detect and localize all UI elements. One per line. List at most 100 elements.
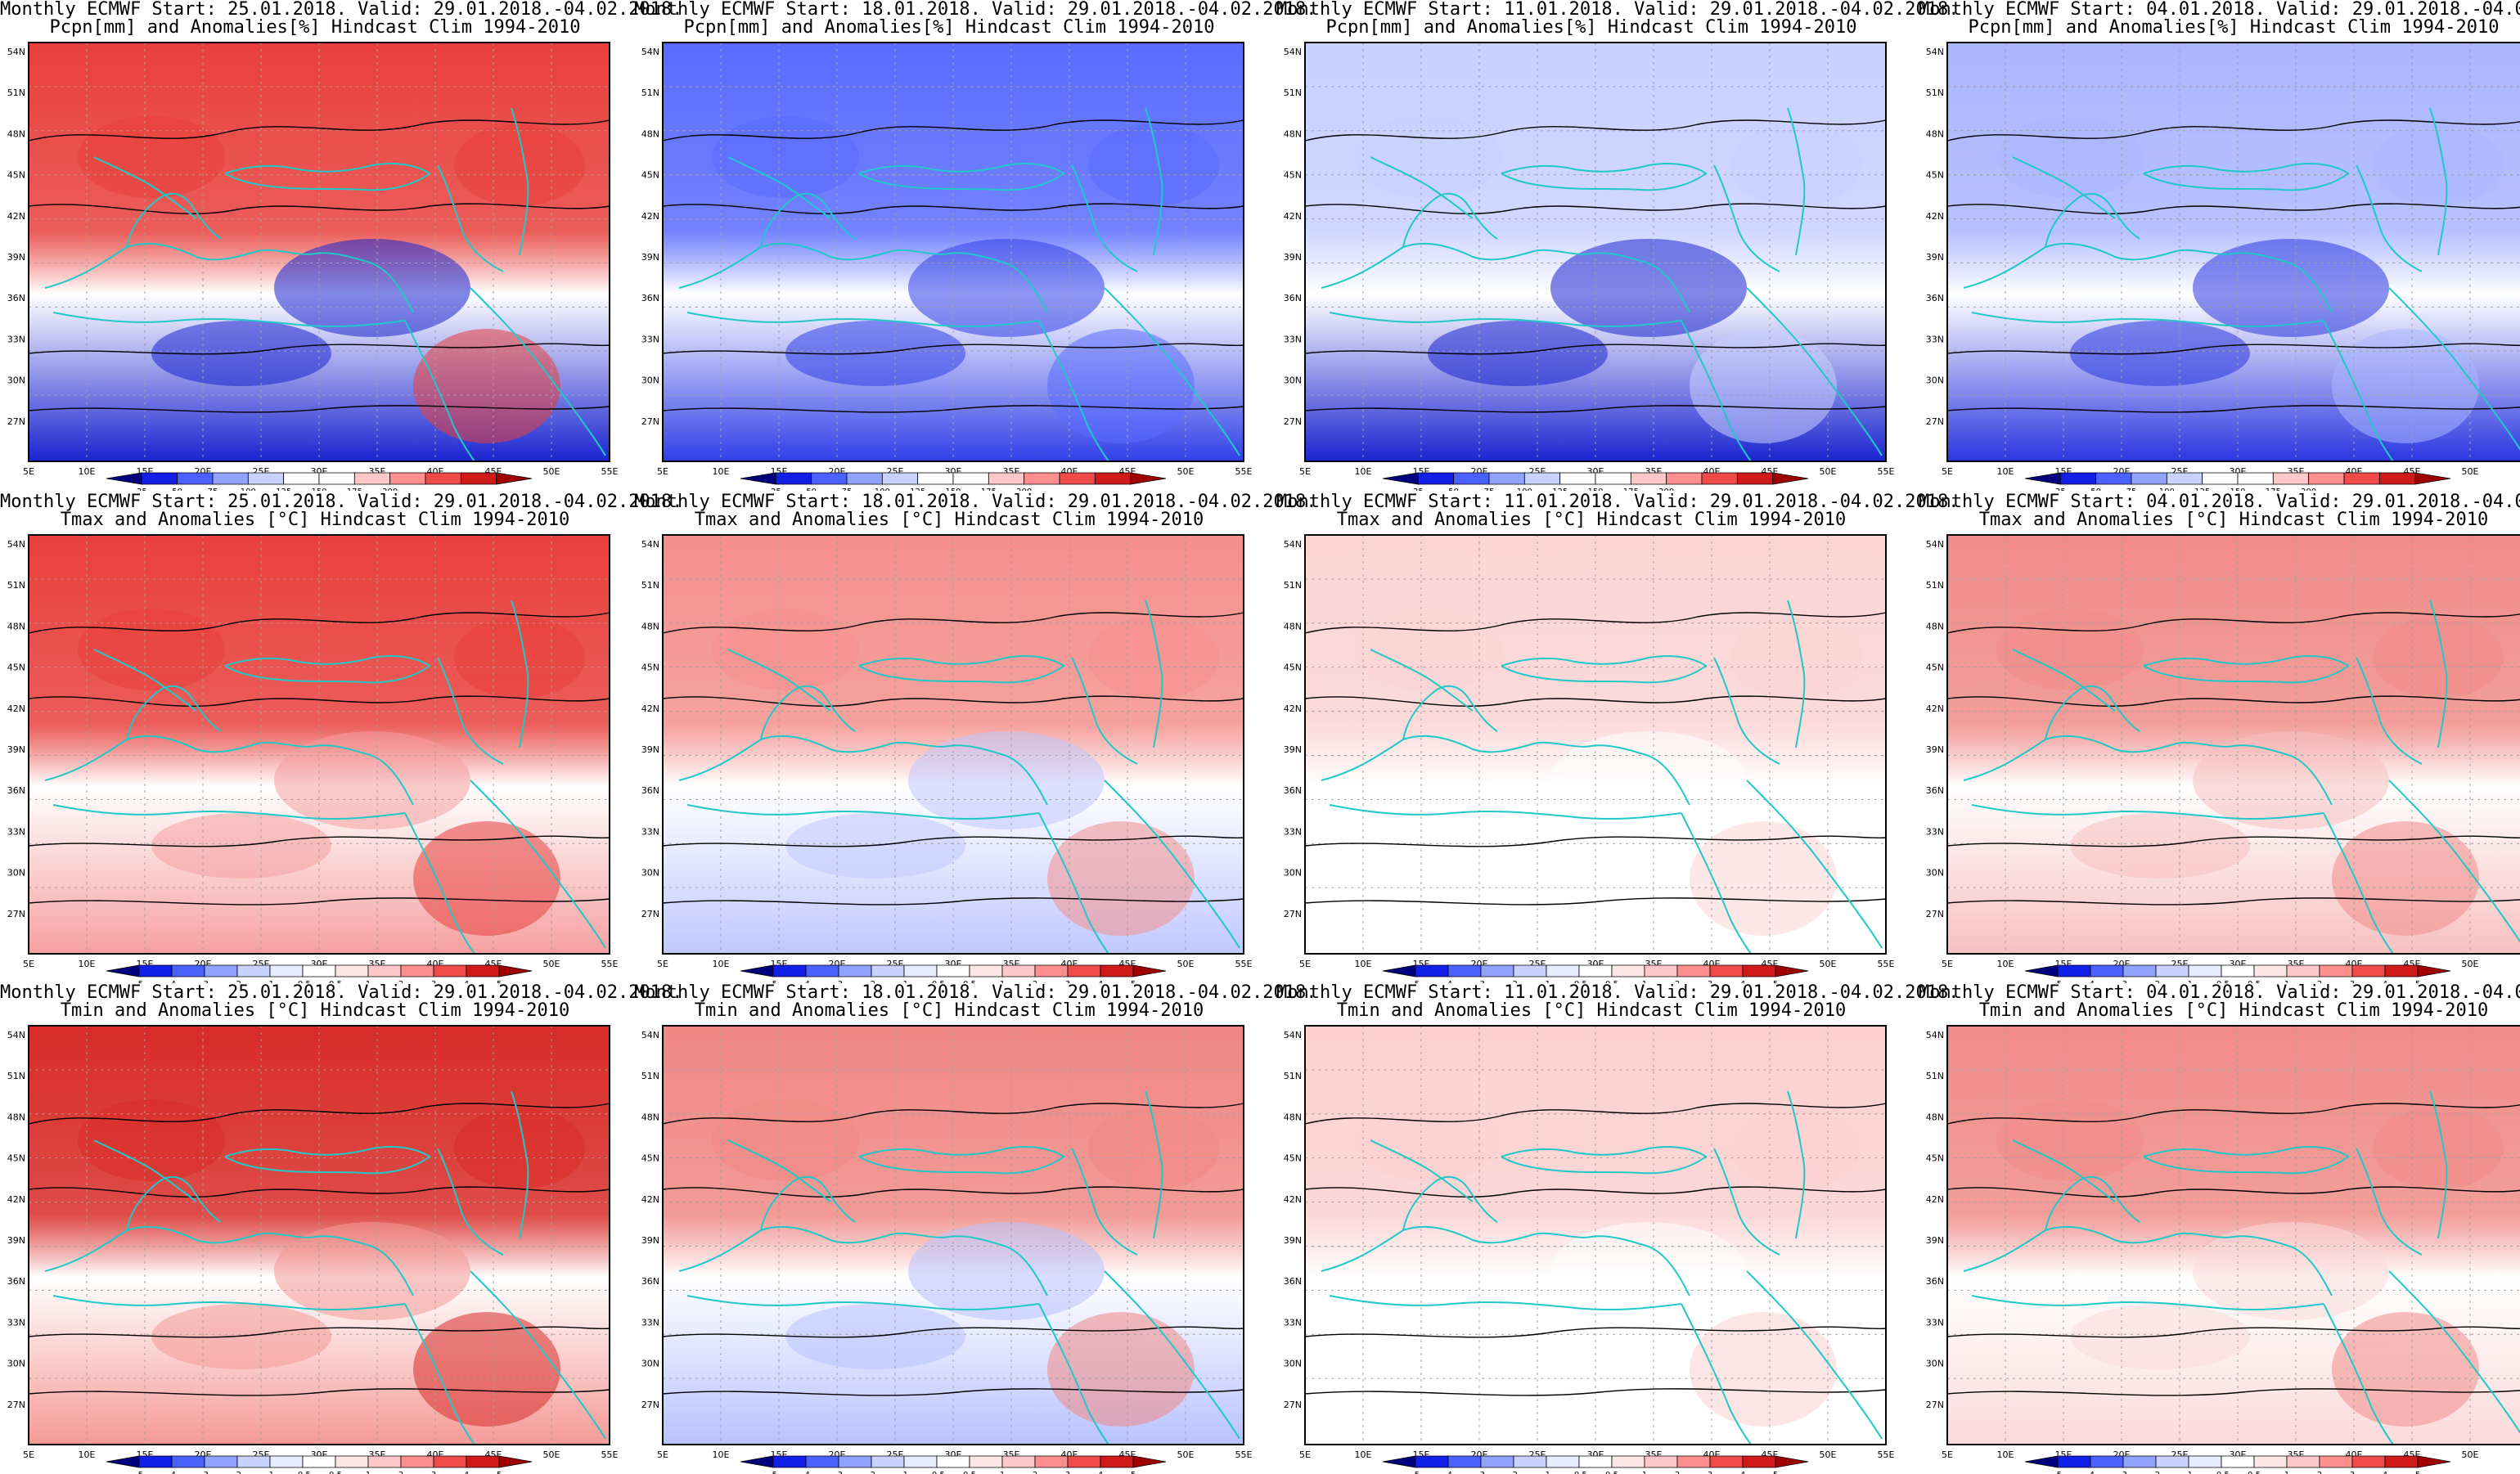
longitude-label: 55E [1235, 466, 1253, 477]
colorbar-segment [335, 965, 368, 977]
latitude-label: 42N [641, 1194, 659, 1205]
latitude-label: 36N [1926, 785, 1944, 796]
latitude-label: 33N [1926, 826, 1944, 837]
latitude-label: 33N [7, 826, 25, 837]
latitude-label: 54N [7, 47, 25, 57]
colorbar-tick: -2 [233, 1471, 241, 1474]
latitude-label: 54N [1284, 539, 1302, 550]
colorbar-segment [142, 473, 177, 484]
forecast-panel: Monthly ECMWF Start: 18.01.2018. Valid: … [634, 0, 1264, 491]
colorbar-segment [776, 473, 811, 484]
latitude-label: 39N [1284, 1235, 1302, 1246]
colorbar-segment [882, 473, 917, 484]
colorbar-segment [434, 965, 466, 977]
colorbar-segment [499, 965, 532, 977]
latitude-label: 27N [1284, 416, 1302, 427]
forecast-panel: Monthly ECMWF Start: 04.01.2018. Valid: … [1919, 492, 2520, 983]
colorbar-tick: 4 [2383, 1471, 2387, 1474]
latitude-label: 45N [641, 1153, 659, 1164]
colorbar-segment [1612, 1456, 1645, 1467]
colorbar-tick: -0.5 [2213, 1471, 2230, 1474]
colorbar-segment [2123, 1456, 2156, 1467]
latitude-label: 33N [1284, 334, 1302, 344]
colorbar-segment [1546, 965, 1579, 977]
latitude-label: 33N [1284, 826, 1302, 837]
colorbar-segment [172, 1456, 205, 1467]
colorbar-tick: -0.5 [295, 1471, 311, 1474]
colorbar-tick: 100 [875, 488, 890, 491]
colorbar-segment [839, 1456, 871, 1467]
latitude-label: 39N [641, 1235, 659, 1246]
colorbar-segment [1095, 473, 1130, 484]
latitude-label: 39N [1284, 744, 1302, 755]
colorbar-tick: -4 [2086, 1471, 2095, 1474]
colorbar-tick: -3 [1477, 1471, 1485, 1474]
colorbar-segment [1773, 473, 1808, 484]
colorbar-segment [1002, 1456, 1035, 1467]
colorbar-tick: 1 [2284, 1471, 2289, 1474]
colorbar-tick: 100 [1517, 488, 1532, 491]
colorbar-segment [1579, 965, 1612, 977]
latitude-label: 45N [7, 170, 25, 181]
colorbar-tick: 150 [1587, 488, 1603, 491]
colorbar-tick: -5 [135, 1471, 143, 1474]
colorbar-tick: 125 [276, 488, 291, 491]
latitude-label: 33N [641, 1317, 659, 1328]
colorbar-segment [1667, 473, 1702, 484]
colorbar-tick: -0.5 [929, 1471, 945, 1474]
colorbar-tick: -5 [769, 1471, 777, 1474]
longitude-label: 55E [601, 466, 619, 477]
colorbar-segment [248, 473, 283, 484]
latitude-label: 36N [641, 293, 659, 303]
colorbar-segment [1481, 965, 1514, 977]
latitude-label: 30N [641, 868, 659, 879]
longitude-label: 50E [543, 1449, 560, 1460]
colorbar: 255075100125150175200 [1383, 473, 1808, 491]
colorbar-segment [2221, 1456, 2254, 1467]
colorbar-segment [1524, 473, 1559, 484]
longitude-label: 5E [23, 1449, 34, 1460]
colorbar-tick: -2 [867, 1471, 875, 1474]
colorbar-tick: 50 [806, 488, 817, 491]
latitude-label: 33N [1284, 1317, 1302, 1328]
colorbar-segment [2058, 1456, 2090, 1467]
colorbar-segment [1454, 473, 1489, 484]
colorbar-segment [213, 473, 248, 484]
colorbar-segment [390, 473, 425, 484]
latitude-label: 36N [7, 785, 25, 796]
longitude-label: 50E [2462, 959, 2479, 969]
colorbar-segment [2189, 1456, 2221, 1467]
colorbar-tick: -5 [2054, 1471, 2062, 1474]
latitude-label: 36N [641, 1276, 659, 1287]
longitude-label: 5E [1942, 959, 1953, 969]
latitude-label: 45N [641, 663, 659, 673]
colorbar-tick: 125 [1552, 488, 1568, 491]
latitude-label: 42N [7, 1194, 25, 1205]
colorbar-segment [937, 1456, 970, 1467]
latitude-label: 42N [7, 211, 25, 222]
longitude-label: 55E [601, 1449, 619, 1460]
forecast-panel: Monthly ECMWF Start: 25.01.2018. Valid: … [0, 983, 630, 1474]
colorbar-tick: 3 [2350, 1471, 2355, 1474]
latitude-label: 54N [641, 1030, 659, 1040]
colorbar: -5-4-3-2-1-0.50.512345 [1383, 1456, 1808, 1474]
latitude-label: 30N [1926, 868, 1944, 879]
latitude-label: 33N [1926, 334, 1944, 344]
latitude-label: 39N [7, 252, 25, 263]
latitude-label: 51N [1284, 88, 1302, 98]
colorbar: -5-4-3-2-1-0.50.512345 [740, 1456, 1166, 1474]
colorbar-tick: -1 [1542, 1471, 1550, 1474]
longitude-label: 50E [1177, 959, 1195, 969]
colorbar-segment [1645, 965, 1677, 977]
longitude-label: 55E [601, 959, 619, 969]
colorbar-segment [773, 1456, 806, 1467]
latitude-label: 33N [7, 334, 25, 344]
colorbar-segment [466, 1456, 499, 1467]
colorbar-tick: 75 [842, 488, 853, 491]
colorbar-tick: 175 [981, 488, 997, 491]
longitude-label: 55E [1878, 1449, 1895, 1460]
colorbar-segment [1612, 965, 1645, 977]
